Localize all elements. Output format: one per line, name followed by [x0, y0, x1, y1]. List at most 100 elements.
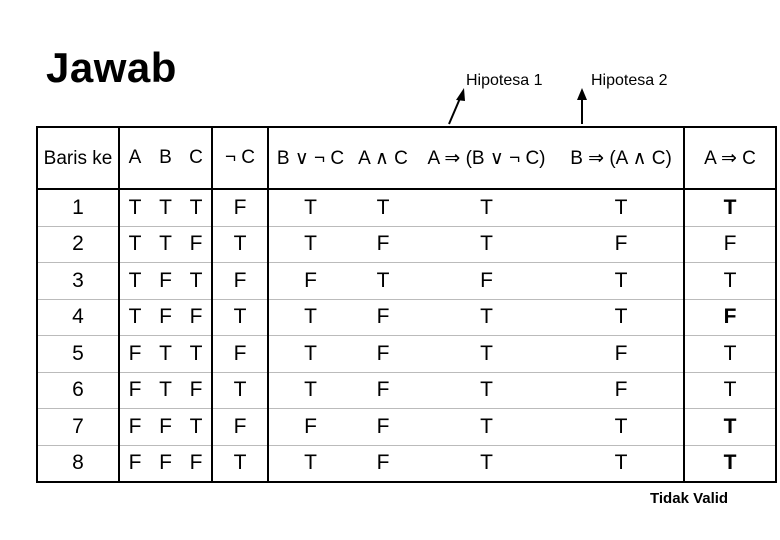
hypothesis-1-arrowhead: [456, 88, 465, 101]
cell-conclusion: F: [684, 299, 777, 336]
cell-hypothesis-1: T: [414, 189, 559, 227]
header-baris-ke: Baris ke: [36, 126, 120, 190]
cell-row-number: 3: [36, 262, 120, 300]
cell-a-and-c: F: [352, 335, 414, 373]
cell-conclusion: T: [684, 445, 777, 483]
cell-c: T: [181, 335, 213, 373]
cell-hypothesis-1: T: [414, 226, 559, 263]
cell-conclusion: T: [684, 408, 777, 446]
cell-b-or-not-c: T: [268, 372, 352, 409]
verdict-label: Tidak Valid: [650, 490, 729, 507]
cell-b-or-not-c: T: [268, 189, 352, 227]
cell-hypothesis-2: F: [559, 372, 685, 409]
cell-not-c: T: [212, 372, 269, 409]
cell-not-c: F: [212, 408, 269, 446]
cell-not-c: F: [212, 262, 269, 300]
header-b-or-not-c: B ∨ ¬ C: [268, 126, 352, 190]
cell-conclusion: T: [684, 372, 777, 409]
cell-a: F: [119, 408, 150, 446]
cell-a: F: [119, 445, 150, 483]
header-row: Baris ke A B C ¬ C B ∨ ¬ C A ∧ C A ⇒ (B …: [36, 126, 777, 190]
cell-c: T: [181, 408, 213, 446]
header-hypothesis-2: B ⇒ (A ∧ C): [559, 126, 685, 190]
cell-hypothesis-2: T: [559, 299, 685, 336]
cell-not-c: T: [212, 226, 269, 263]
cell-b: T: [150, 226, 181, 263]
header-not-c: ¬ C: [212, 126, 269, 190]
cell-not-c: F: [212, 189, 269, 227]
cell-b-or-not-c: T: [268, 226, 352, 263]
cell-b-or-not-c: T: [268, 299, 352, 336]
cell-b: F: [150, 262, 181, 300]
page-title: Jawab: [46, 44, 177, 91]
cell-conclusion: T: [684, 262, 777, 300]
cell-a: T: [119, 189, 150, 227]
header-b: B: [150, 126, 181, 190]
cell-a: T: [119, 262, 150, 300]
cell-b: T: [150, 335, 181, 373]
cell-hypothesis-2: T: [559, 189, 685, 227]
cell-row-number: 8: [36, 445, 120, 483]
cell-b: F: [150, 408, 181, 446]
cell-b: F: [150, 445, 181, 483]
cell-not-c: F: [212, 335, 269, 373]
cell-not-c: T: [212, 445, 269, 483]
cell-a-and-c: F: [352, 445, 414, 483]
header-conclusion: A ⇒ C: [684, 126, 777, 190]
cell-row-number: 2: [36, 226, 120, 263]
cell-b: T: [150, 189, 181, 227]
cell-b: T: [150, 372, 181, 409]
cell-c: T: [181, 189, 213, 227]
cell-b: F: [150, 299, 181, 336]
cell-hypothesis-2: T: [559, 445, 685, 483]
truth-table: Baris ke A B C ¬ C B ∨ ¬ C A ∧ C A ⇒ (B …: [36, 126, 777, 483]
header-hypothesis-1: A ⇒ (B ∨ ¬ C): [414, 126, 559, 190]
cell-hypothesis-2: F: [559, 226, 685, 263]
cell-a: F: [119, 372, 150, 409]
cell-a: T: [119, 226, 150, 263]
cell-a-and-c: F: [352, 372, 414, 409]
cell-b-or-not-c: F: [268, 262, 352, 300]
cell-hypothesis-2: T: [559, 408, 685, 446]
cell-conclusion: T: [684, 335, 777, 373]
cell-c: F: [181, 299, 213, 336]
header-c: C: [181, 126, 213, 190]
hypothesis-1-arrow: [448, 95, 462, 125]
cell-conclusion: F: [684, 226, 777, 263]
cell-hypothesis-1: T: [414, 372, 559, 409]
cell-hypothesis-1: T: [414, 335, 559, 373]
cell-a-and-c: T: [352, 189, 414, 227]
cell-hypothesis-2: F: [559, 335, 685, 373]
cell-c: F: [181, 445, 213, 483]
cell-hypothesis-1: F: [414, 262, 559, 300]
hypothesis-2-arrowhead: [577, 88, 587, 100]
hypothesis-2-label: Hipotesa 2: [591, 72, 668, 89]
cell-row-number: 4: [36, 299, 120, 336]
cell-row-number: 7: [36, 408, 120, 446]
cell-row-number: 1: [36, 189, 120, 227]
cell-hypothesis-1: T: [414, 445, 559, 483]
cell-a-and-c: F: [352, 299, 414, 336]
cell-b-or-not-c: F: [268, 408, 352, 446]
cell-hypothesis-1: T: [414, 299, 559, 336]
cell-a: F: [119, 335, 150, 373]
cell-hypothesis-2: T: [559, 262, 685, 300]
cell-c: F: [181, 372, 213, 409]
hypothesis-arrows: [448, 88, 587, 125]
cell-a-and-c: T: [352, 262, 414, 300]
cell-b-or-not-c: T: [268, 445, 352, 483]
header-a: A: [119, 126, 150, 190]
cell-a: T: [119, 299, 150, 336]
cell-row-number: 6: [36, 372, 120, 409]
cell-row-number: 5: [36, 335, 120, 373]
hypothesis-1-label: Hipotesa 1: [466, 72, 543, 89]
cell-hypothesis-1: T: [414, 408, 559, 446]
